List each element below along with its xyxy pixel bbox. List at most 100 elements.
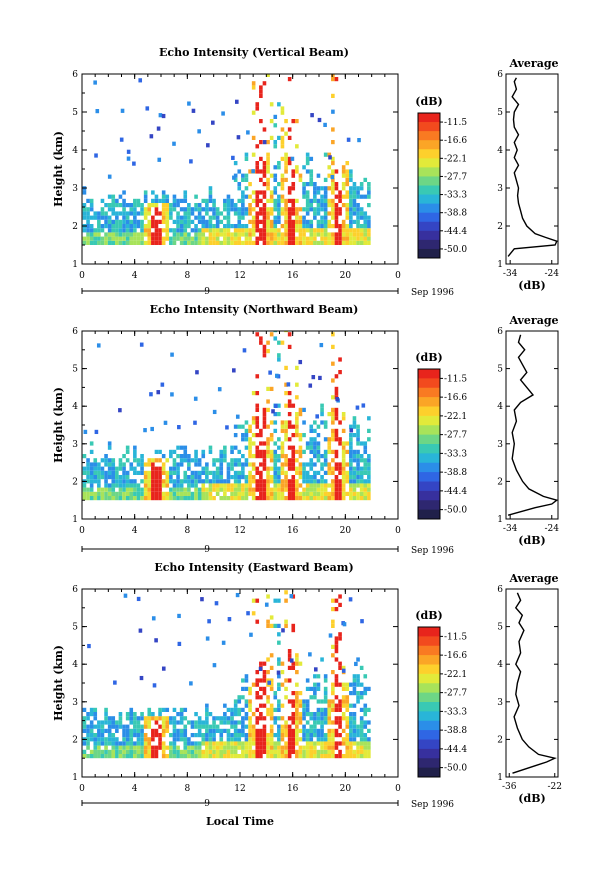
heat-cell: [212, 203, 216, 208]
heat-cell: [97, 232, 101, 237]
heat-cell: [331, 598, 335, 603]
heat-cell: [356, 483, 360, 488]
heat-cell: [233, 445, 238, 450]
heat-cell: [147, 219, 152, 224]
heat-cell: [287, 399, 292, 404]
colorbar-swatch: [418, 711, 440, 722]
heat-cell: [266, 670, 270, 675]
heat-cell: [284, 424, 288, 429]
heat-cell: [248, 219, 252, 224]
heat-cell: [302, 194, 306, 199]
heat-cell: [266, 712, 270, 717]
heat-cell: [237, 741, 242, 746]
heat-cell: [151, 224, 155, 229]
heat-cell: [107, 445, 112, 450]
heat-cell: [205, 236, 209, 241]
heat-cell: [338, 716, 342, 721]
heat-cell: [262, 407, 267, 412]
heat-cell: [367, 458, 371, 463]
heat-cell: [323, 745, 328, 750]
heat-cell: [349, 441, 353, 446]
heat-cell: [298, 240, 303, 245]
heat-cell: [356, 728, 360, 733]
heat-cell: [89, 724, 94, 729]
heat-cell: [161, 219, 166, 224]
heat-cell: [334, 754, 339, 759]
heat-cell: [290, 156, 295, 161]
heat-cell: [352, 720, 357, 725]
heat-cell: [273, 623, 278, 628]
heat-cell: [133, 219, 137, 224]
heat-cell: [255, 678, 260, 683]
heat-cell: [349, 215, 353, 220]
heat-cell: [338, 682, 342, 687]
heat-cell: [352, 211, 357, 216]
heat-cell: [313, 667, 318, 672]
heat-cell: [212, 754, 216, 759]
heat-cell: [273, 462, 278, 467]
heat-cell: [223, 215, 227, 220]
heat-cell: [349, 745, 353, 750]
heat-cell: [194, 720, 198, 725]
heat-cell: [86, 737, 90, 742]
heat-cell: [219, 462, 224, 467]
heat-cell: [143, 487, 148, 492]
heat-cell: [356, 741, 360, 746]
heat-cell: [226, 745, 231, 750]
heat-cell: [334, 236, 339, 241]
heat-cell: [237, 449, 242, 454]
heat-cell: [295, 420, 299, 425]
heat-cell: [316, 686, 321, 691]
heat-cell: [179, 454, 184, 459]
heat-cell: [125, 496, 130, 501]
heat-cell: [320, 741, 324, 746]
heat-cell: [97, 224, 101, 229]
heat-cell: [298, 491, 303, 496]
heat-cell: [280, 749, 285, 754]
heat-cell: [151, 203, 155, 208]
heat-cell: [255, 682, 260, 687]
heat-cell: [233, 211, 238, 216]
heat-cell: [352, 682, 357, 687]
heat-cell: [356, 691, 360, 696]
heat-cell: [295, 754, 299, 759]
heat-cell: [125, 232, 130, 237]
heat-cell: [313, 232, 317, 237]
heat-cell: [262, 420, 267, 425]
heat-cell: [201, 215, 206, 220]
heat-cell: [352, 749, 357, 754]
heat-cell: [356, 674, 360, 679]
heat-cell: [255, 424, 260, 429]
heat-cell: [226, 211, 231, 216]
heat-cell: [356, 224, 360, 229]
heat-cell: [212, 749, 216, 754]
colorbar-swatch: [418, 767, 440, 778]
heat-cell: [291, 691, 296, 696]
heat-cell: [212, 741, 216, 746]
heat-cell: [215, 728, 220, 733]
heat-cell: [187, 454, 191, 459]
heat-cell: [86, 211, 90, 216]
heat-cell: [262, 745, 267, 750]
heat-cell: [331, 653, 335, 658]
heat-cell: [255, 749, 260, 754]
heat-cell: [259, 754, 263, 759]
heat-cell: [187, 741, 191, 746]
heat-cell: [266, 491, 270, 496]
heat-cell: [215, 491, 220, 496]
heat-cell: [331, 224, 335, 229]
heat-cell: [244, 194, 249, 199]
heat-cell: [349, 712, 353, 717]
heat-cell: [235, 592, 240, 598]
heat-cell: [295, 424, 299, 429]
heat-cell: [248, 441, 252, 446]
heat-cell: [367, 470, 371, 475]
heat-cell: [132, 161, 136, 166]
heat-cell: [165, 716, 170, 721]
heat-cell: [149, 392, 153, 397]
heat-cell: [82, 491, 87, 496]
heat-cell: [208, 232, 213, 237]
heat-cell: [241, 433, 245, 438]
heat-cell: [100, 741, 105, 746]
